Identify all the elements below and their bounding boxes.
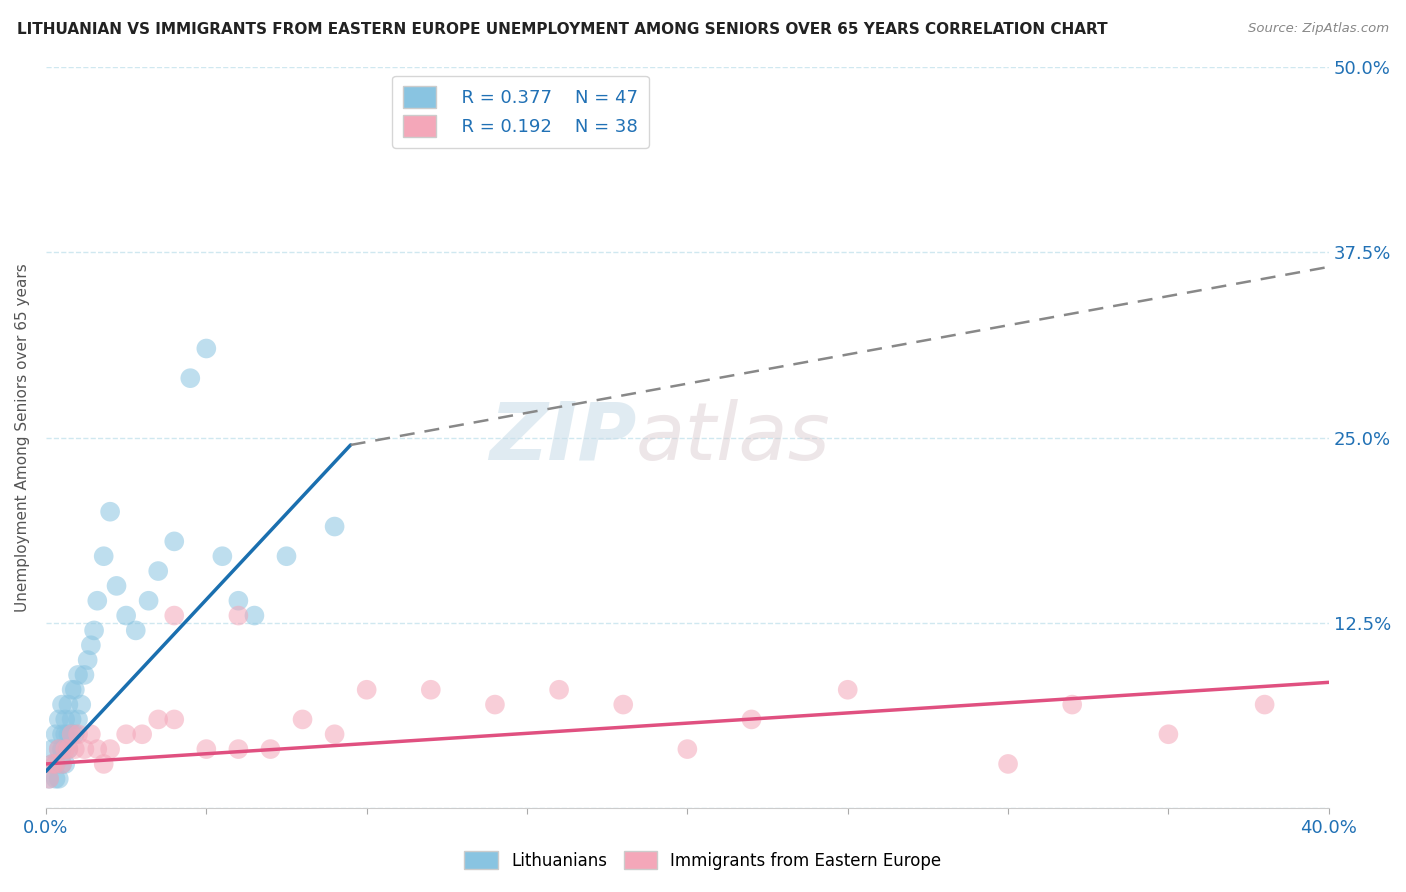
Point <box>228 742 250 756</box>
Point <box>53 742 76 756</box>
Point <box>48 772 70 786</box>
Point <box>291 713 314 727</box>
Point <box>60 713 83 727</box>
Point <box>51 742 73 756</box>
Point <box>1253 698 1275 712</box>
Point <box>67 668 90 682</box>
Point <box>63 742 86 756</box>
Point <box>741 713 763 727</box>
Point <box>76 653 98 667</box>
Text: LITHUANIAN VS IMMIGRANTS FROM EASTERN EUROPE UNEMPLOYMENT AMONG SENIORS OVER 65 : LITHUANIAN VS IMMIGRANTS FROM EASTERN EU… <box>17 22 1108 37</box>
Point <box>276 549 298 564</box>
Point <box>48 713 70 727</box>
Point <box>98 742 121 756</box>
Point <box>211 549 233 564</box>
Point <box>51 727 73 741</box>
Point <box>80 727 103 741</box>
Point <box>58 742 80 756</box>
Point <box>45 772 67 786</box>
Point <box>115 727 138 741</box>
Point <box>125 624 148 638</box>
Point <box>58 698 80 712</box>
Point <box>93 756 115 771</box>
Point <box>58 742 80 756</box>
Point <box>163 534 186 549</box>
Point <box>195 342 218 356</box>
Point <box>98 505 121 519</box>
Point <box>41 756 63 771</box>
Point <box>38 772 60 786</box>
Point <box>83 624 105 638</box>
Legend:   R = 0.377    N = 47,   R = 0.192    N = 38: R = 0.377 N = 47, R = 0.192 N = 38 <box>392 76 650 148</box>
Point <box>228 593 250 607</box>
Point <box>86 593 108 607</box>
Point <box>53 756 76 771</box>
Point <box>243 608 266 623</box>
Point <box>163 713 186 727</box>
Point <box>131 727 153 741</box>
Point <box>70 698 93 712</box>
Point <box>60 727 83 741</box>
Point <box>163 608 186 623</box>
Point <box>86 742 108 756</box>
Point <box>60 682 83 697</box>
Point <box>997 756 1019 771</box>
Point <box>93 549 115 564</box>
Point <box>45 727 67 741</box>
Point <box>612 698 634 712</box>
Point <box>45 756 67 771</box>
Point <box>323 727 346 741</box>
Point <box>115 608 138 623</box>
Point <box>484 698 506 712</box>
Point <box>548 682 571 697</box>
Point <box>53 713 76 727</box>
Point <box>67 727 90 741</box>
Point <box>138 593 160 607</box>
Point <box>837 682 859 697</box>
Point <box>41 742 63 756</box>
Legend: Lithuanians, Immigrants from Eastern Europe: Lithuanians, Immigrants from Eastern Eur… <box>458 845 948 877</box>
Point <box>73 742 96 756</box>
Point <box>58 727 80 741</box>
Point <box>73 668 96 682</box>
Point <box>676 742 699 756</box>
Point <box>105 579 128 593</box>
Text: Source: ZipAtlas.com: Source: ZipAtlas.com <box>1249 22 1389 36</box>
Text: atlas: atlas <box>636 399 831 476</box>
Point <box>60 727 83 741</box>
Point <box>148 564 170 578</box>
Point <box>80 638 103 652</box>
Point <box>195 742 218 756</box>
Point <box>48 742 70 756</box>
Point <box>63 682 86 697</box>
Point <box>48 742 70 756</box>
Point <box>63 727 86 741</box>
Point <box>67 713 90 727</box>
Point <box>228 608 250 623</box>
Point <box>38 772 60 786</box>
Point <box>45 756 67 771</box>
Point <box>51 756 73 771</box>
Point <box>1062 698 1084 712</box>
Point <box>51 756 73 771</box>
Point <box>53 727 76 741</box>
Point <box>41 756 63 771</box>
Point <box>259 742 281 756</box>
Y-axis label: Unemployment Among Seniors over 65 years: Unemployment Among Seniors over 65 years <box>15 263 30 612</box>
Point <box>356 682 378 697</box>
Text: ZIP: ZIP <box>489 399 636 476</box>
Point <box>179 371 201 385</box>
Point <box>1157 727 1180 741</box>
Point <box>148 713 170 727</box>
Point <box>419 682 441 697</box>
Point <box>323 519 346 533</box>
Point <box>51 698 73 712</box>
